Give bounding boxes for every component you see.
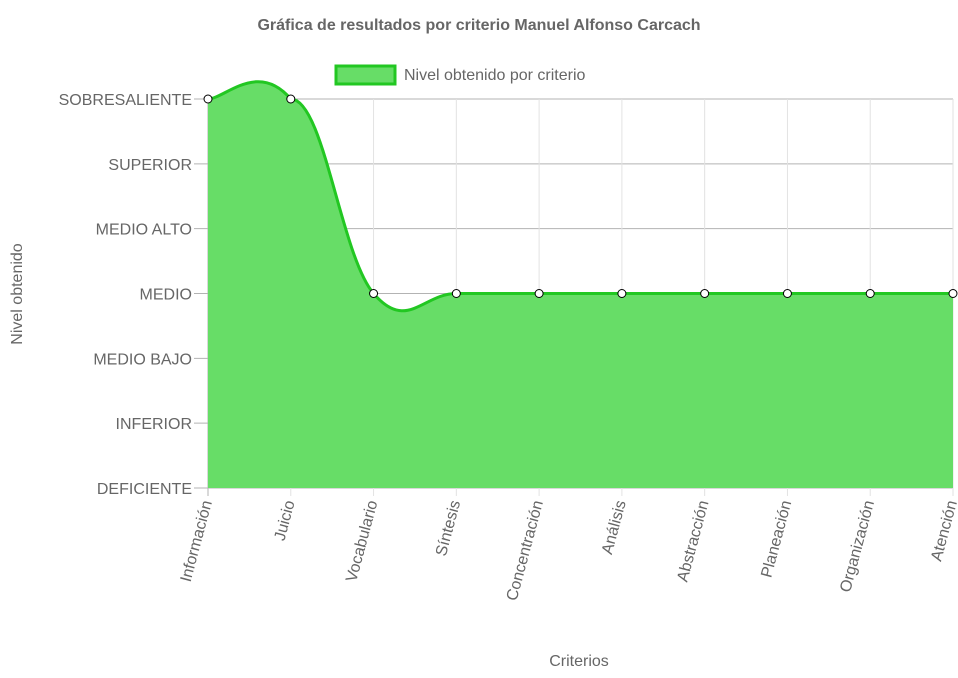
chart-title: Gráfica de resultados por criterio Manue… (257, 17, 700, 34)
x-tick-label: Vocabulario (343, 499, 381, 584)
data-point[interactable] (286, 94, 296, 104)
x-tick-label: Organización (837, 499, 878, 594)
data-point[interactable] (700, 289, 710, 298)
y-tick-label: MEDIO BAJO (93, 351, 192, 368)
data-point[interactable] (782, 289, 792, 298)
data-point[interactable] (617, 289, 627, 298)
plot-area (207, 80, 953, 488)
data-point[interactable] (369, 289, 379, 298)
data-point[interactable] (203, 94, 213, 104)
legend-swatch (334, 64, 397, 86)
data-point[interactable] (451, 289, 461, 298)
y-tick-label: INFERIOR (116, 416, 192, 433)
x-tick-label: Análisis (599, 499, 630, 557)
area-fill (208, 81, 953, 488)
y-tick-label: MEDIO (140, 287, 192, 304)
y-axis-ticks: DEFICIENTE INFERIOR MEDIO BAJO MEDIO MEDIO A… (59, 92, 192, 498)
x-tick-label: Abstracción (674, 499, 712, 584)
data-points (203, 94, 958, 298)
y-tick-label: MEDIO ALTO (96, 222, 192, 239)
y-tick-label: DEFICIENTE (97, 481, 192, 498)
series-line (207, 80, 953, 313)
x-tick-label: Información (178, 499, 216, 584)
legend-label: Nivel obtenido por criterio (404, 67, 586, 84)
y-tick-label: SOBRESALIENTE (59, 92, 192, 109)
data-point[interactable] (948, 289, 958, 298)
y-axis-label: Nivel obtenido (9, 243, 26, 345)
data-point[interactable] (534, 289, 544, 298)
x-tick-label: Planeación (758, 499, 795, 580)
x-tick-label: Concentración (504, 499, 547, 603)
data-point[interactable] (865, 289, 875, 298)
y-tick-label: SUPERIOR (108, 157, 192, 174)
x-axis-label: Criterios (549, 653, 609, 670)
x-tick-label: Síntesis (433, 499, 464, 558)
x-axis-ticks: Información Juicio Vocabulario Síntesis Conc… (178, 499, 958, 603)
legend[interactable]: Nivel obtenido por criterio (334, 64, 586, 86)
x-tick-label: Atención (928, 499, 958, 564)
x-tick-label: Juicio (272, 499, 299, 543)
